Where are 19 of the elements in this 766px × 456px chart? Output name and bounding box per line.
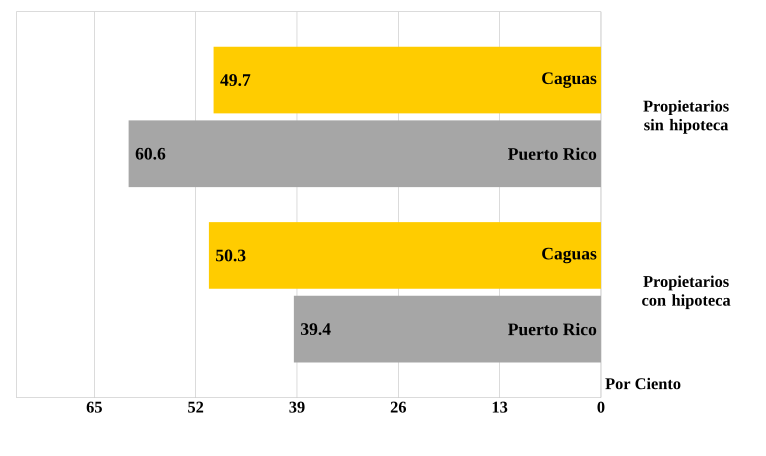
- x-tick-label: 65: [86, 402, 102, 413]
- x-tick-label: 13: [492, 402, 508, 413]
- data-label: 49.7: [220, 74, 250, 86]
- text: Caguas: [542, 248, 596, 264]
- y-tick-label: Propietarios con hipoteca: [642, 276, 730, 310]
- bar: [208, 222, 601, 289]
- data-label: 50.3: [216, 250, 246, 262]
- x-tick-label: 0: [598, 402, 604, 413]
- x-axis-title: Por Ciento: [605, 378, 680, 390]
- x-tick-label: 39: [289, 402, 305, 413]
- y-tick-label: Propietarios sin hipoteca: [643, 100, 729, 134]
- data-label: 39.4: [300, 323, 331, 336]
- series-label: Caguas: [542, 72, 596, 88]
- series-label: Puerto Rico: [508, 148, 596, 160]
- text: Puerto Rico: [508, 322, 596, 336]
- data-label: 60.6: [136, 148, 166, 160]
- bar: [214, 46, 601, 114]
- x-tick-label: 26: [390, 402, 406, 413]
- x-tick-label: 52: [188, 402, 204, 413]
